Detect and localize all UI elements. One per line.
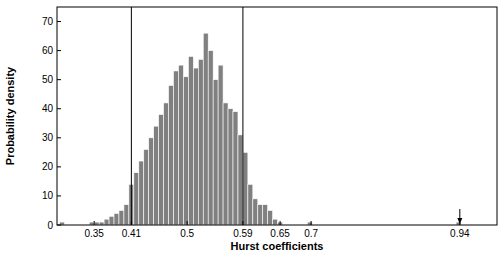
x-tick-label: 0.59 [233, 228, 253, 239]
bar [228, 109, 233, 225]
x-tick [459, 221, 460, 225]
bar [119, 210, 124, 225]
bar [114, 213, 119, 225]
y-tick [57, 195, 61, 196]
y-axis-label: Probability density [4, 66, 16, 165]
x-tick [94, 221, 95, 225]
y-tick-label: 20 [42, 161, 54, 172]
bar [248, 184, 253, 225]
y-tick-label: 10 [42, 190, 54, 201]
bar [253, 199, 258, 225]
bar [223, 103, 228, 225]
bar [144, 149, 149, 225]
bar [164, 103, 169, 225]
bar [149, 138, 154, 225]
bar [268, 210, 273, 225]
arrow-head [457, 218, 462, 224]
bar [198, 59, 203, 225]
bar [154, 126, 159, 225]
bar [238, 135, 243, 225]
bar [218, 65, 223, 225]
reference-line [242, 7, 243, 225]
bar [174, 71, 179, 225]
bar [273, 219, 278, 225]
bar [139, 161, 144, 225]
y-tick-label: 30 [42, 132, 54, 143]
y-tick [57, 166, 61, 167]
bar [263, 205, 268, 225]
y-tick-label: 70 [42, 16, 54, 27]
bar [203, 33, 208, 225]
frame [57, 7, 497, 225]
x-tick [187, 221, 188, 225]
x-tick-label: 0.65 [270, 228, 290, 239]
bar [188, 56, 193, 225]
bar [233, 112, 238, 225]
chart: 0.35 0.41 0.5 0.59 0.65 0.7 0.94 0 10 20 30 40 50 60 7… [0, 0, 500, 253]
bar [243, 152, 248, 225]
bar [178, 65, 183, 225]
reference-line [131, 7, 132, 225]
y-tick-label: 60 [42, 45, 54, 56]
y-tick-label: 40 [42, 103, 54, 114]
x-tick-label: 0.35 [84, 228, 104, 239]
x-tick-label: 0.94 [450, 228, 470, 239]
y-tick [57, 137, 61, 138]
x-tick [311, 221, 312, 225]
y-tick [57, 50, 61, 51]
bar [104, 219, 109, 225]
bar [193, 68, 198, 225]
bar [183, 77, 188, 225]
y-tick [57, 21, 61, 22]
bars [59, 7, 462, 225]
x-tick-label: 0.41 [122, 228, 142, 239]
x-tick-label: 0.5 [180, 228, 194, 239]
bar [169, 85, 174, 225]
bar [134, 173, 139, 225]
bar [159, 115, 164, 225]
bar [124, 205, 129, 225]
x-tick [242, 221, 243, 225]
x-tick [131, 221, 132, 225]
bar [258, 205, 263, 225]
bar [208, 51, 213, 225]
y-tick-label: 50 [42, 74, 54, 85]
x-tick-label: 0.7 [304, 228, 318, 239]
x-tick [280, 221, 281, 225]
y-tick [57, 225, 61, 226]
y-tick [57, 108, 61, 109]
x-axis-label: Hurst coefficients [231, 240, 324, 252]
bar [213, 80, 218, 225]
y-tick-label: 0 [47, 220, 53, 231]
bar [109, 216, 114, 225]
y-tick [57, 79, 61, 80]
